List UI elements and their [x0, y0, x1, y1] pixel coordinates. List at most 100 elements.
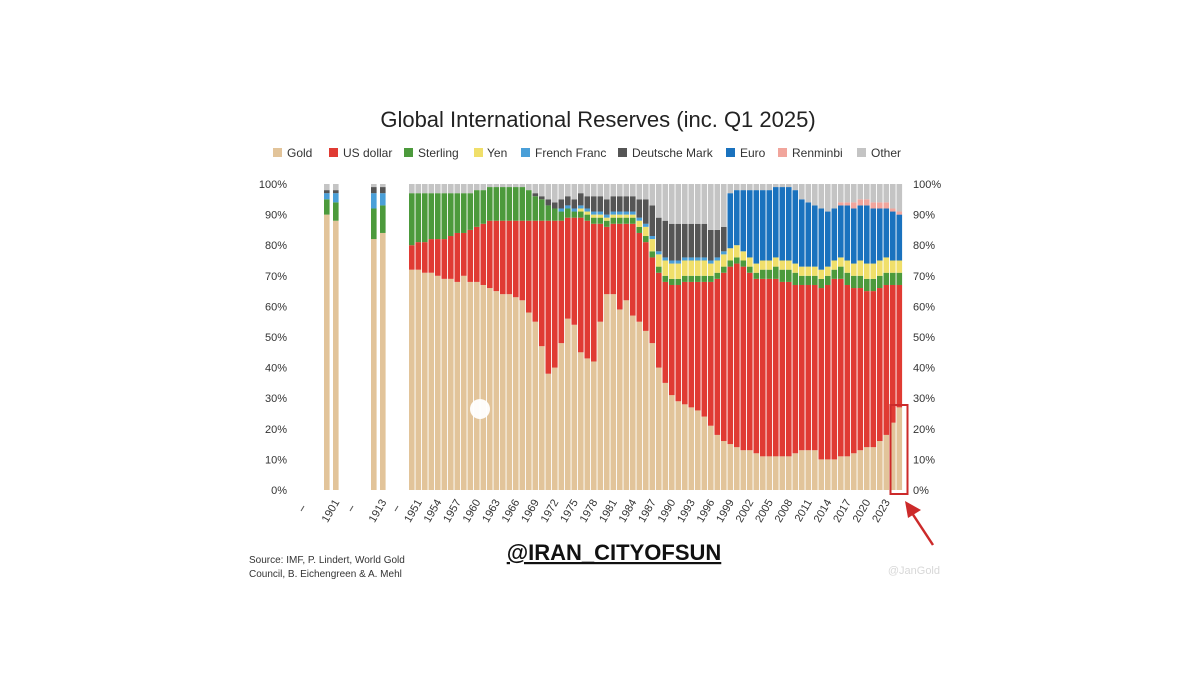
bar-segment-other [513, 184, 519, 188]
x-tick-label: 2008 [773, 498, 796, 525]
bar-segment-gold [831, 459, 838, 490]
y-tick-left: 90% [265, 210, 287, 222]
bar-1997 [714, 184, 721, 490]
bar-segment-yen [604, 217, 610, 221]
bar-segment-other [851, 184, 857, 203]
bar-segment-french-franc [333, 193, 339, 203]
bar-segment-usd [877, 288, 883, 442]
bar-segment-renminbi [870, 202, 877, 209]
bar-segment-gold [688, 407, 695, 490]
bar-segment-gold [708, 425, 714, 490]
bar-segment-euro [870, 208, 877, 264]
arrow-head-icon [905, 501, 921, 518]
bar-segment-deutsche-mark [662, 220, 669, 258]
bar-1972 [552, 184, 558, 490]
bar-segment-usd [623, 223, 630, 301]
bar-segment-other [838, 184, 844, 203]
bar-segment-usd [708, 281, 714, 426]
x-tick-label: 1993 [675, 498, 698, 525]
bar-segment-other [818, 184, 825, 209]
bar-segment-usd [487, 220, 493, 289]
bar-segment-euro [734, 190, 740, 246]
bar-segment-other [591, 184, 597, 197]
bar-segment-sterling [415, 193, 422, 243]
bar-segment-euro [805, 202, 812, 267]
bar-segment-euro [727, 193, 734, 249]
bar-segment-other [669, 184, 675, 224]
bar-segment-sterling [519, 187, 526, 221]
bar-segment-sterling [708, 275, 714, 282]
bar-segment-euro [890, 211, 896, 261]
bar-segment-sterling [604, 220, 610, 227]
bar-2014 [825, 184, 831, 490]
y-tick-right: 20% [913, 424, 935, 436]
bar-segment-gold [545, 373, 552, 490]
bar-segment-yen [857, 260, 864, 276]
bar-1996 [708, 184, 714, 490]
y-tick-left: 0% [271, 485, 287, 497]
bar-segment-other [448, 184, 454, 194]
bar-segment-sterling [675, 278, 682, 285]
legend-item-other: Other [857, 146, 901, 160]
bar-1953 [428, 184, 435, 490]
y-tick-left: 40% [265, 363, 287, 375]
bar-segment-euro [799, 199, 805, 267]
bar-segment-yen [747, 257, 753, 267]
legend-swatch-other [857, 148, 866, 157]
y-tick-right: 30% [913, 393, 935, 405]
bar-segment-yen [818, 269, 825, 279]
bar-segment-other [708, 184, 714, 230]
bar-segment-euro [766, 190, 773, 261]
bar-segment-usd [675, 284, 682, 402]
bar-segment-sterling [474, 190, 480, 227]
bar-segment-yen [877, 260, 883, 276]
bar-segment-usd [636, 232, 643, 322]
bar-segment-other [870, 184, 877, 203]
bar-segment-euro [740, 190, 747, 252]
bar-segment-gold [812, 450, 818, 490]
bar-segment-other [617, 184, 623, 197]
x-tick-label: 1990 [656, 498, 679, 525]
bar-segment-sterling [461, 193, 467, 233]
bar-segment-yen [812, 266, 818, 276]
bar-1987 [649, 184, 656, 490]
bar-segment-sterling [526, 190, 532, 221]
bar-segment-gold [454, 281, 461, 490]
bar-1993 [688, 184, 695, 490]
x-tick-label: 1951 [402, 498, 425, 525]
bar-segment-other [792, 184, 799, 191]
bar-2010 [799, 184, 805, 490]
bar-segment-sterling [883, 272, 890, 285]
bar-segment-sterling [799, 275, 805, 285]
bar-segment-french-franc [604, 214, 610, 218]
x-tick-label: 1969 [519, 498, 542, 525]
bar-segment-gold [766, 456, 773, 490]
x-tick-label: 1972 [539, 498, 562, 525]
bar-segment-other [545, 184, 552, 200]
bar-segment-french-franc [701, 257, 708, 261]
bar-segment-usd [480, 223, 487, 285]
bar-segment-other [773, 184, 779, 188]
source-line-2: Council, B. Eichengreen & A. Mehl [249, 569, 402, 580]
legend-label-yen: Yen [487, 146, 507, 160]
bar-segment-yen [760, 260, 766, 270]
bar-segment-euro [864, 205, 870, 264]
bar-segment-euro [792, 190, 799, 264]
bar-1963 [493, 184, 500, 490]
bar-1961 [480, 184, 487, 490]
bar-segment-sterling [636, 226, 643, 233]
bar-2015 [831, 184, 838, 490]
bar-segment-gold [890, 422, 896, 490]
bar-segment-other [675, 184, 682, 224]
bar-1999 [727, 184, 734, 490]
bar-1901 [333, 184, 339, 490]
bar-1962 [487, 184, 493, 490]
bar-segment-gold [799, 450, 805, 490]
bar-segment-sterling [656, 266, 662, 273]
bar-1964 [500, 184, 506, 490]
bar-segment-gold [552, 367, 558, 490]
bar-segment-sterling [500, 187, 506, 221]
bar-segment-french-franc [714, 257, 721, 261]
bar-segment-yen [656, 254, 662, 267]
bar-segment-french-franc [721, 251, 727, 255]
